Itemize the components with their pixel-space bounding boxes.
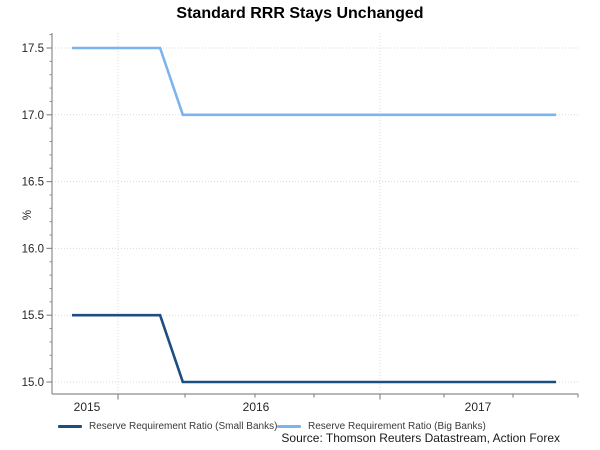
y-axis-unit-label: %	[22, 210, 34, 220]
y-axis-tick-label: 16.5	[22, 177, 44, 189]
legend-item-small-banks: Reserve Requirement Ratio (Small Banks)	[58, 420, 277, 433]
x-axis-tick-label: 2017	[465, 400, 492, 414]
chart-title: Standard RRR Stays Unchanged	[176, 5, 424, 22]
legend-label-big-banks: Reserve Requirement Ratio (Big Banks)	[308, 421, 486, 432]
y-axis-tick-label: 16.0	[22, 243, 44, 255]
series-line-reserve-requirement-ratio-big-banks	[72, 46, 556, 117]
x-axis-tick-label: 2016	[243, 400, 270, 414]
y-axis-tick-label: 15.5	[22, 310, 44, 322]
y-axis-tick-label: 17.0	[22, 110, 44, 122]
y-axis-tick-label: 15.0	[22, 377, 44, 389]
legend-label-small-banks: Reserve Requirement Ratio (Small Banks)	[89, 421, 278, 432]
y-axis-tick-label: 17.5	[22, 43, 44, 55]
legend-swatch-small-banks-icon	[58, 425, 82, 428]
legend-swatch-big-banks-icon	[277, 425, 301, 428]
legend-item-big-banks: Reserve Requirement Ratio (Big Banks)	[277, 420, 486, 433]
source-note: Source: Thomson Reuters Datastream, Acti…	[281, 431, 560, 445]
x-axis-tick-label: 2015	[74, 400, 101, 414]
series-line-reserve-requirement-ratio-small-banks	[72, 313, 556, 384]
